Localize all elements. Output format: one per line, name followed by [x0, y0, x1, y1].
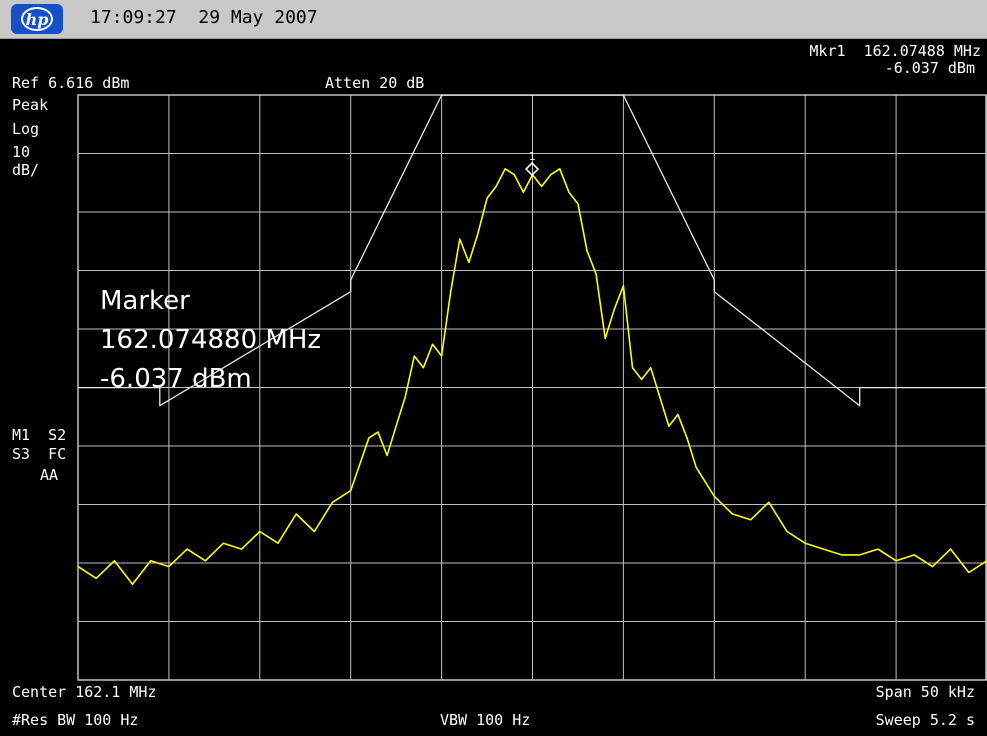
marker-readout-level: -6.037 dBm [884, 59, 975, 77]
timestamp: 17:09:27 29 May 2007 [90, 7, 318, 28]
marker-box-frequency: 162.074880 MHz [100, 325, 322, 355]
scale-type: Log [12, 120, 40, 138]
sweep-time: Sweep 5.2 s [875, 711, 975, 729]
marker-diamond [524, 161, 540, 177]
attenuation: Atten 20 dB [325, 74, 425, 92]
status-aa: AA [40, 466, 59, 484]
reference-level: Ref 6.616 dBm [12, 74, 130, 92]
scale-unit: dB/ [12, 161, 40, 179]
title-bar: hp 17:09:27 29 May 2007 [0, 0, 987, 39]
detector-mode: Peak [12, 96, 49, 114]
scale-value: 10 [12, 143, 31, 161]
frequency-span: Span 50 kHz [875, 683, 975, 701]
marker-box-level: -6.037 dBm [100, 364, 252, 394]
video-bandwidth: VBW 100 Hz [440, 711, 531, 729]
marker-layer: 1 [524, 150, 540, 177]
status-m1-s2: M1 S2 [12, 426, 67, 444]
status-s3-fc: S3 FC [12, 445, 67, 463]
spectrum-display: 1 [77, 94, 987, 681]
marker-readout-frequency: Mkr1 162.07488 MHz [809, 42, 981, 60]
marker-label: 1 [529, 150, 536, 163]
resolution-bandwidth: #Res BW 100 Hz [12, 711, 139, 729]
center-frequency: Center 162.1 MHz [12, 683, 157, 701]
marker-box-title: Marker [100, 286, 190, 316]
hp-logo-icon: hp [11, 4, 63, 34]
limit-mask-line [78, 94, 987, 407]
